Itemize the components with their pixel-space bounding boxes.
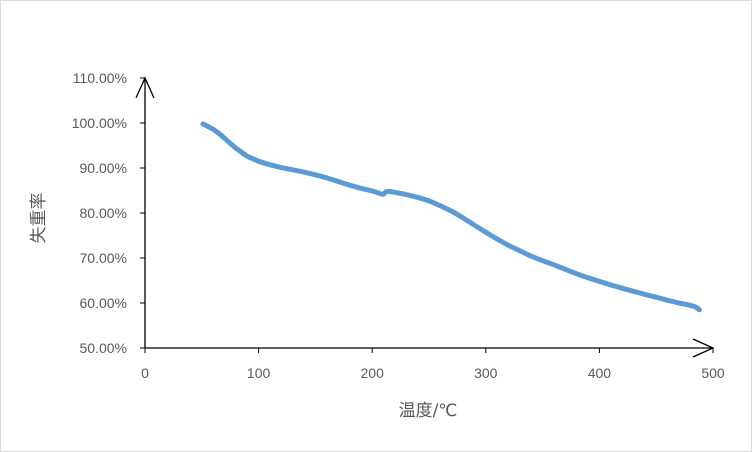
y-tick-label: 70.00% (80, 250, 127, 266)
y-axis-title: 失重率 (29, 193, 49, 244)
x-tick-label: 200 (361, 365, 385, 381)
series-line (200, 121, 702, 313)
y-tick-label: 110.00% (73, 70, 127, 86)
x-tick-label: 500 (701, 365, 725, 381)
x-tick-label: 300 (474, 365, 498, 381)
y-tick-label: 80.00% (80, 205, 127, 221)
x-axis-tick-labels: 0 100 200 300 400 500 (141, 348, 725, 381)
y-tick-label: 60.00% (80, 295, 127, 311)
y-axis-tick-labels: 50.00% 60.00% 70.00% 80.00% 90.00% 100.00% 110… (72, 70, 145, 356)
y-tick-label: 100.00% (72, 115, 127, 131)
y-tick-label: 50.00% (80, 340, 127, 356)
axes (135, 76, 715, 358)
y-tick-label: 90.00% (80, 160, 127, 176)
x-axis-title: 温度/℃ (399, 401, 458, 421)
plot-area (200, 121, 702, 313)
x-tick-label: 400 (588, 365, 612, 381)
x-tick-label: 0 (141, 365, 149, 381)
x-tick-label: 100 (247, 365, 271, 381)
